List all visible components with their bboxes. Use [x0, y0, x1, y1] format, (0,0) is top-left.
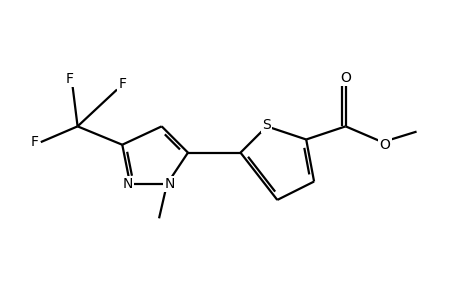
Text: F: F	[118, 77, 126, 91]
Text: S: S	[262, 118, 270, 132]
Text: N: N	[122, 177, 132, 191]
Text: O: O	[379, 138, 390, 152]
Text: F: F	[30, 135, 39, 149]
Text: F: F	[66, 72, 73, 86]
Text: O: O	[340, 71, 350, 85]
Text: N: N	[164, 177, 174, 191]
